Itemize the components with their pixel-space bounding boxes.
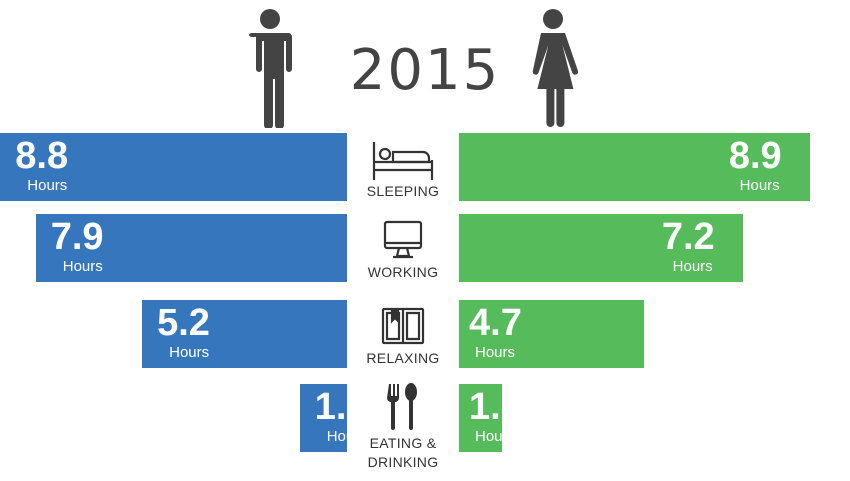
female-unit-label: Hours [475, 344, 516, 361]
category-label-line: RELAXING [366, 350, 440, 366]
category-label: RELAXING [353, 349, 453, 368]
female-bar: 1.1 Hours [459, 384, 522, 452]
male-bar: 8.8 Hours [0, 133, 347, 201]
category-label-line: SLEEPING [366, 183, 440, 199]
male-bar: 1.2 Hours [299, 384, 368, 452]
male-unit-label: Hours [169, 344, 210, 361]
male-unit-label: Hours [27, 177, 68, 194]
male-unit-label: Hours [326, 428, 367, 445]
category-label: EATING & DRINKING [353, 434, 453, 472]
female-value-label: 1.1 [469, 386, 522, 428]
female-unit-label: Hours [739, 177, 780, 194]
male-value-label: 1.2 [314, 386, 368, 428]
male-bar: 7.9 Hours [35, 214, 347, 282]
category-label: WORKING [353, 263, 453, 282]
book-icon [381, 305, 425, 352]
category-label-line: DRINKING [367, 454, 439, 470]
category-label-line: WORKING [367, 264, 439, 280]
category-label: SLEEPING [353, 182, 453, 201]
female-unit-label: Hours [672, 258, 713, 275]
female-value-label: 7.2 [661, 216, 715, 258]
female-bar: 4.7 Hours [459, 300, 645, 368]
category-label-line: EATING & [369, 435, 437, 451]
computer-monitor-icon [383, 219, 423, 266]
chart-title: 2015 [349, 38, 501, 103]
female-bar: 8.9 Hours [459, 133, 810, 201]
male-value-label: 7.9 [50, 216, 104, 258]
bed-icon [371, 138, 435, 187]
male-unit-label: Hours [62, 258, 103, 275]
male-bar: 5.2 Hours [142, 300, 347, 368]
female-value-label: 8.9 [728, 135, 782, 177]
male-value-label: 5.2 [157, 302, 210, 344]
male-figure-icon [249, 9, 292, 128]
female-figure-icon [532, 9, 579, 127]
male-value-label: 8.8 [15, 135, 69, 177]
female-bar: 7.2 Hours [459, 214, 743, 282]
female-unit-label: Hours [475, 428, 516, 445]
female-value-label: 4.7 [469, 302, 522, 344]
fork-spoon-icon [385, 382, 421, 437]
